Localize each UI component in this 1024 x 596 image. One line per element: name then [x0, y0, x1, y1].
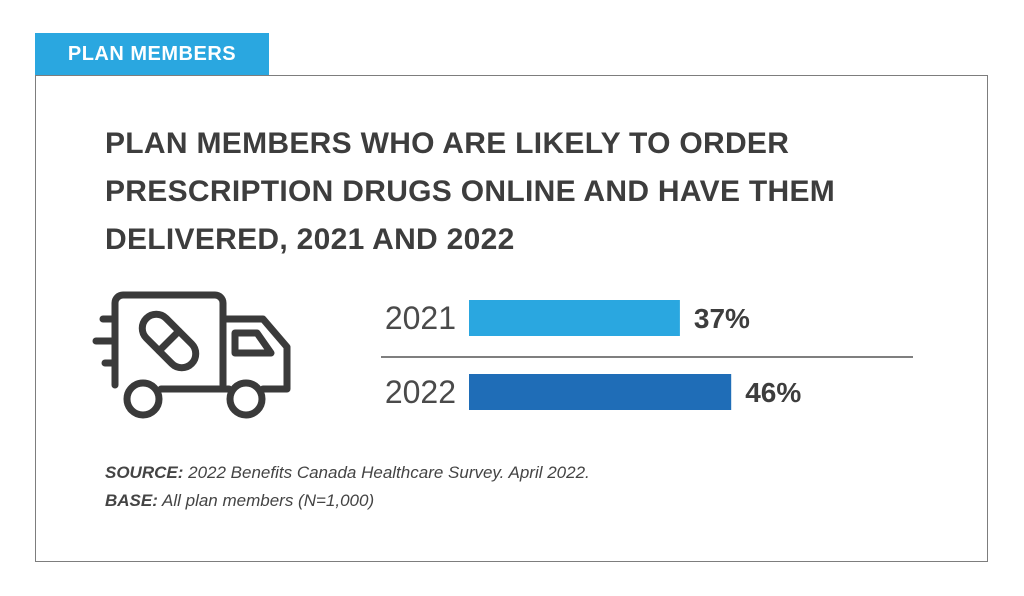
chart-title: PLAN MEMBERS WHO ARE LIKELY TO ORDER PRE…	[105, 127, 836, 256]
source-label: SOURCE:	[105, 463, 184, 482]
chart-card: PLAN MEMBERS WHO ARE LIKELY TO ORDER PRE…	[35, 75, 988, 562]
category-label-2021: 2021	[385, 300, 456, 336]
bar-chart: 2021 37% 2022 46%	[381, 300, 913, 410]
bar-2021	[469, 300, 680, 336]
value-label-2021: 37%	[694, 303, 750, 334]
base-label: BASE:	[105, 491, 158, 510]
base-text: All plan members (N=1,000)	[157, 491, 375, 510]
value-label-2022: 46%	[745, 377, 801, 408]
bar-2022	[469, 374, 732, 410]
source-note: SOURCE: 2022 Benefits Canada Healthcare …	[105, 459, 590, 515]
source-text: 2022 Benefits Canada Healthcare Survey. …	[183, 463, 590, 482]
section-tag: PLAN MEMBERS	[35, 33, 269, 75]
category-label-2022: 2022	[385, 374, 456, 410]
delivery-truck-pill-icon	[92, 291, 291, 419]
